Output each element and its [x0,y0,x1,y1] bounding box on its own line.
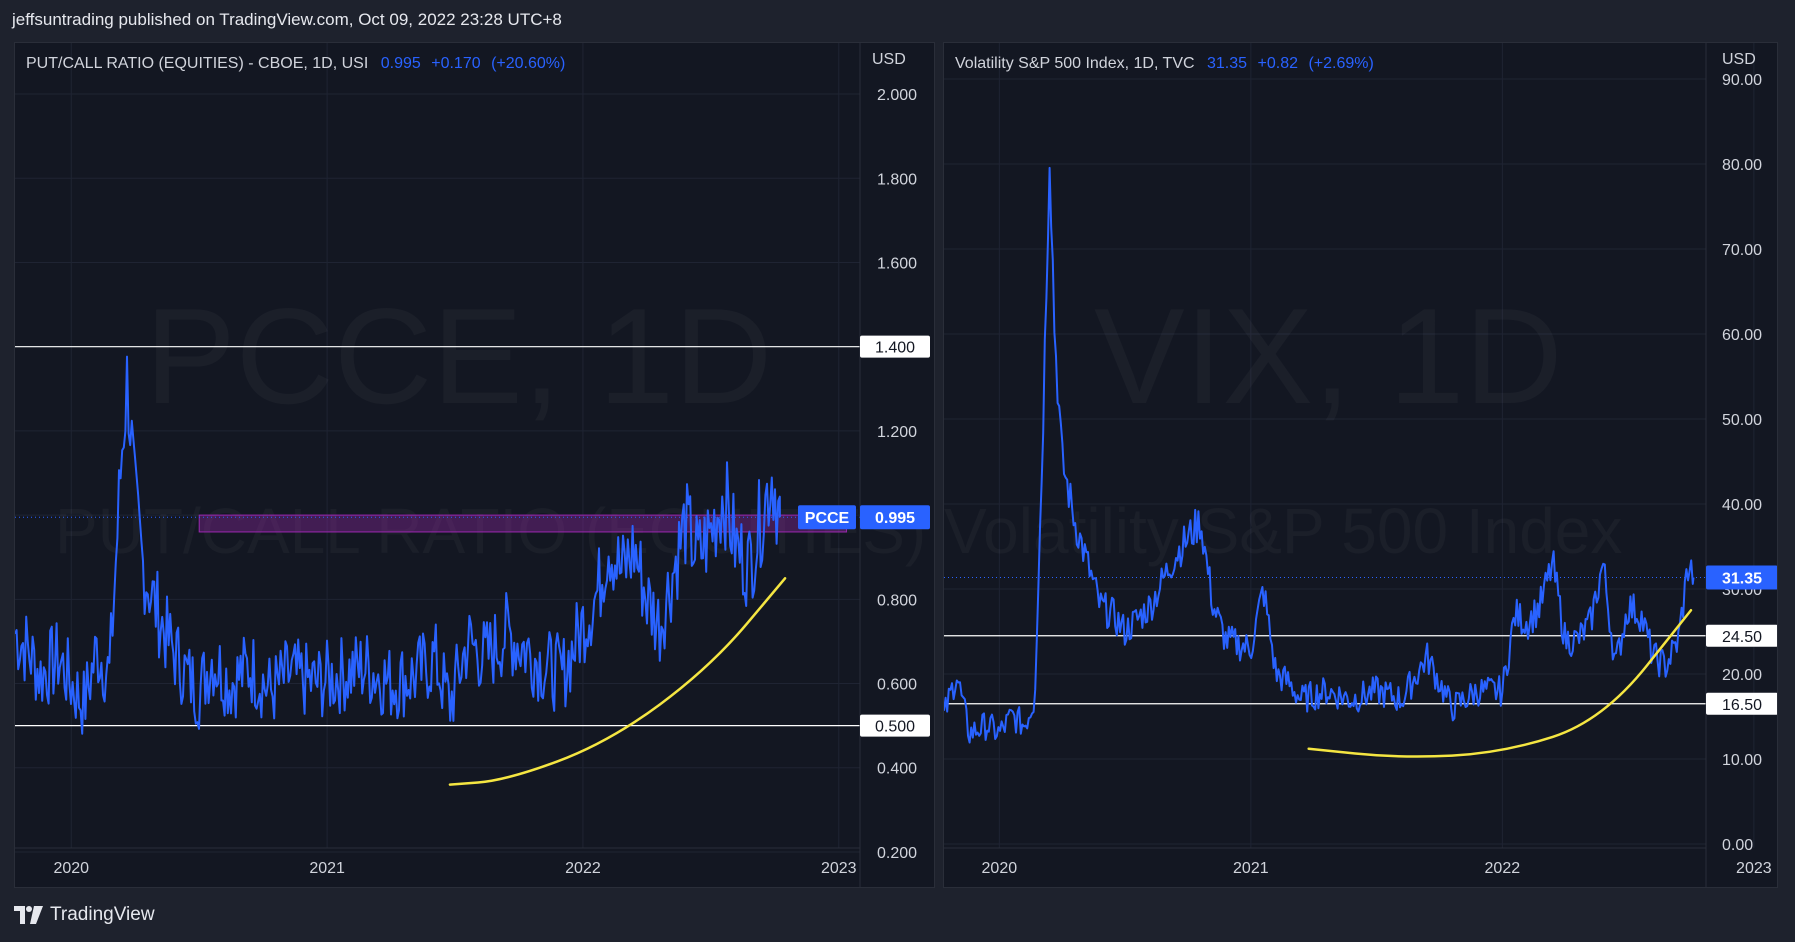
pcce-x-tick-0: 2020 [53,860,89,877]
vix-y-tick-6: 60.00 [1722,327,1762,344]
vix-legend-name: Volatility S&P 500 Index, 1D, TVC [955,55,1195,72]
pcce-chart-panel[interactable]: PCCE, 1D PUT/CALL RATIO (EQUITIES) - CBOE… [14,42,935,888]
pcce-x-tick-2: 2022 [565,860,601,877]
vix-x-tick-1: 2021 [1233,860,1269,877]
vix-y-tick-0: 0.00 [1722,837,1753,854]
vix-y-tick-5: 50.00 [1722,412,1762,429]
pcce-y-tick-5: 1.200 [877,424,917,441]
pcce-zone-rect [198,514,847,533]
pcce-y-tick-8: 1.800 [877,171,917,188]
pcce-x-tick-1: 2021 [309,860,345,877]
pcce-y-tick-0: 0.200 [877,845,917,862]
pcce-x-tick-3: 2023 [821,860,857,877]
pcce-legend-value: 0.995 [380,55,421,72]
tradingview-footer[interactable]: TradingView [14,904,155,926]
pcce-price-tag: 0.995 [875,510,915,527]
publisher-header: jeffsuntrading published on TradingView.… [12,10,562,29]
vix-chart-svg[interactable]: VIX, 1D Volatility S&P 500 Index 0.00 10.00… [944,43,1778,888]
vix-y-tick-7: 70.00 [1722,242,1762,259]
tradingview-logo-icon [14,906,43,924]
tradingview-brand: TradingView [50,904,155,925]
pcce-level-tag-bg-0 [860,335,930,358]
vix-y-tick-2: 20.00 [1722,667,1762,684]
vix-legend-change: +0.82 [1257,55,1298,72]
pcce-legend-change: +0.170 [431,55,481,72]
vix-legend-value: 31.35 [1207,55,1248,72]
vix-currency-label[interactable]: USD [1722,51,1756,68]
vix-legend: Volatility S&P 500 Index, 1D, TVC 31.35 … [955,55,1380,73]
vix-curve-annotation [1307,609,1693,758]
vix-y-tick-8: 80.00 [1722,157,1762,174]
pcce-symbol-tag: PCCE [805,510,850,527]
vix-legend-change-pct: (+2.69%) [1308,55,1374,72]
vix-x-tick-3: 2023 [1736,860,1772,877]
pcce-level-tag-0: 1.400 [875,340,915,357]
vix-price-tag-bg [1706,565,1777,590]
pcce-level-tag-1: 0.500 [875,719,915,736]
pcce-y-tick-2: 0.600 [877,677,917,694]
vix-price-tag: 31.35 [1722,571,1762,588]
vix-level-tag-bg-0 [1706,624,1777,647]
vix-y-tick-1: 10.00 [1722,752,1762,769]
pcce-symbol-tag-bg [798,505,856,530]
vix-x-tick-2: 2022 [1485,860,1521,877]
vix-watermark: VIX, 1D [1094,280,1563,432]
pcce-price-tag-bg [860,505,930,530]
vix-series-line [944,166,1695,744]
pcce-level-tag-bg-1 [860,714,930,737]
vix-level-tag-0: 24.50 [1722,629,1762,646]
pcce-legend-change-pct: (+20.60%) [491,55,566,72]
pcce-series-line [15,355,781,735]
vix-x-tick-0: 2020 [982,860,1018,877]
pcce-legend: PUT/CALL RATIO (EQUITIES) - CBOE, 1D, US… [26,55,571,73]
vix-y-tick-4: 40.00 [1722,497,1762,514]
vix-watermark-sub: Volatility S&P 500 Index [944,495,1622,567]
vix-chart-panel[interactable]: VIX, 1D Volatility S&P 500 Index 0.00 10.00… [943,42,1778,888]
pcce-y-tick-3: 0.800 [877,592,917,609]
vix-level-tag-bg-1 [1706,692,1777,715]
vix-level-tag-1: 16.50 [1722,697,1762,714]
pcce-curve-annotation [448,577,787,786]
pcce-watermark: PCCE, 1D [145,280,772,432]
pcce-y-tick-1: 0.400 [877,761,917,778]
pcce-chart-svg[interactable]: PCCE, 1D PUT/CALL RATIO (EQUITIES) - CBOE… [15,43,935,888]
pcce-legend-name: PUT/CALL RATIO (EQUITIES) - CBOE, 1D, US… [26,55,369,72]
vix-y-tick-9: 90.00 [1722,72,1762,89]
pcce-y-tick-9: 2.000 [877,87,917,104]
pcce-y-tick-7: 1.600 [877,255,917,272]
pcce-currency-label[interactable]: USD [872,51,906,68]
